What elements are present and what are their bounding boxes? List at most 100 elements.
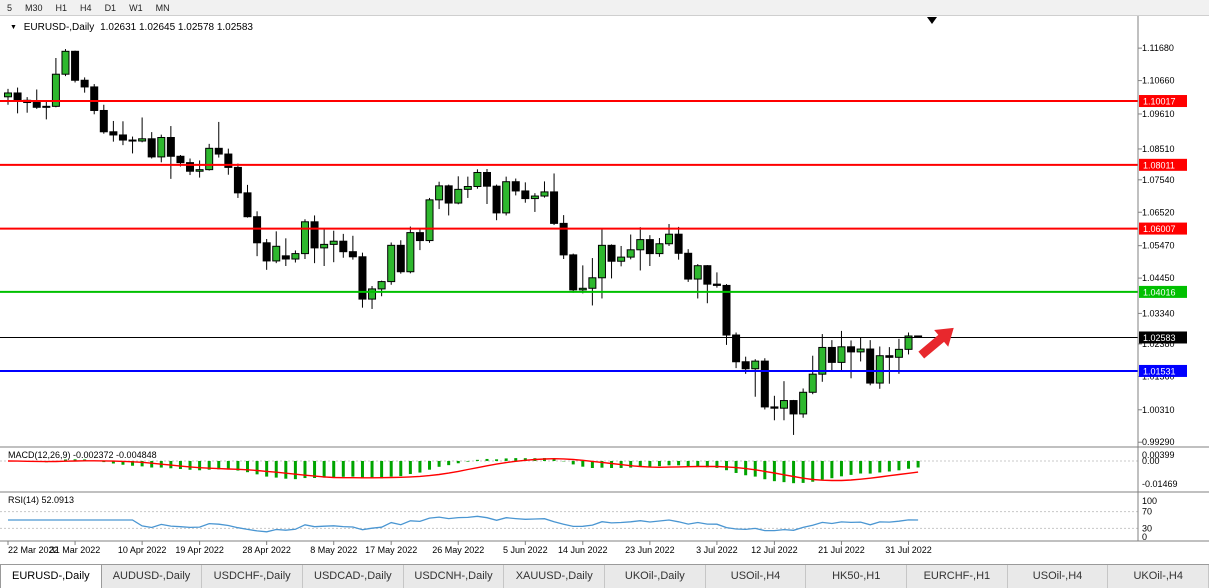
candle-bull (578, 287, 587, 291)
symbol-tab-ukoil-daily[interactable]: UKOil-,Daily (605, 565, 706, 588)
candle-bear (492, 185, 501, 214)
candle-bull (195, 169, 204, 172)
symbol-tab-xauusd-daily[interactable]: XAUUSD-,Daily (504, 565, 606, 588)
candle-bear (339, 240, 348, 253)
candle-bull (4, 92, 12, 98)
candle-bear (760, 360, 769, 408)
candle-bull (665, 233, 674, 245)
symbol-tab-audusd-daily[interactable]: AUDUSD-,Daily (102, 565, 203, 588)
candle-bull (502, 181, 511, 214)
symbol-tab-usdcnh-daily[interactable]: USDCNH-,Daily (404, 565, 505, 588)
candle-bull (808, 373, 817, 393)
symbol-tab-usdcad-daily[interactable]: USDCAD-,Daily (303, 565, 404, 588)
symbol-tab-usoil-h4[interactable]: USOil-,H4 (706, 565, 807, 588)
candle-bull (818, 346, 827, 375)
candle-bear (645, 239, 654, 255)
price-axis-label: 1.10660 (1142, 76, 1175, 86)
candle-bull (377, 281, 386, 290)
candle-bull (693, 265, 702, 280)
timeframe-button-d1[interactable]: D1 (104, 2, 117, 13)
date-axis-label: 12 Jul 2022 (751, 545, 798, 555)
candle-bear (243, 192, 252, 218)
price-badge (1139, 158, 1187, 171)
trend-arrow[interactable] (915, 321, 959, 363)
macd-axis-label: 0.00399 (1142, 450, 1175, 460)
candle-bull (856, 348, 865, 353)
candle-bull (530, 195, 539, 200)
candle-bull (617, 256, 626, 262)
candle-bull (588, 277, 597, 289)
chart-title: ▼ EURUSD-,Daily 1.02631 1.02645 1.02578 … (10, 22, 256, 33)
symbol-tabbar: EURUSD-,Daily AUDUSD-,Daily USDCHF-,Daily U… (0, 564, 1209, 588)
price-badge (1139, 331, 1187, 344)
price-axis-label: 1.05470 (1142, 241, 1175, 251)
candle-bear (224, 153, 233, 168)
candle-bear (712, 283, 721, 286)
candle-bear (348, 251, 357, 258)
date-axis-label: 23 Jun 2022 (625, 545, 675, 555)
candle-bull (329, 240, 338, 245)
candle-bull (42, 105, 51, 108)
symbol-tab-usdchf-daily[interactable]: USDCHF-,Daily (202, 565, 304, 588)
price-axis-label: 1.04450 (1142, 273, 1175, 283)
candle-bear (90, 86, 99, 111)
symbol-tab-ukoil-h4[interactable]: UKOil-,H4 (1108, 565, 1209, 588)
date-axis-label: 10 Apr 2022 (118, 545, 167, 555)
candle-bull (655, 243, 664, 255)
rsi-indicator-label: RSI(14) 52.0913 (8, 495, 75, 505)
date-axis-label: 8 May 2022 (310, 545, 357, 555)
price-axis-label: 1.02380 (1142, 339, 1175, 349)
date-axis-label: 31 Mar 2022 (50, 545, 101, 555)
candle-bear (770, 406, 779, 409)
candle-bear (310, 221, 319, 249)
timeframe-button-w1[interactable]: W1 (129, 2, 143, 13)
date-axis-label: 31 Jul 2022 (885, 545, 932, 555)
candle-bull (387, 244, 396, 283)
candle-bull (875, 355, 884, 384)
symbol-tab-hk50-h1[interactable]: HK50-,H1 (806, 565, 908, 588)
price-badge-label: 1.08011 (1143, 160, 1175, 170)
candle-bear (358, 256, 367, 300)
timeframe-button-h1[interactable]: H1 (55, 2, 68, 13)
timeframe-toolbar: 5 M30 H1 H4 D1 W1 MN (0, 0, 1209, 16)
candle-bear (789, 400, 798, 415)
candle-bull (597, 244, 606, 279)
timeframe-button-5[interactable]: 5 (7, 2, 13, 13)
macd-axis-label: -0.01469 (1142, 479, 1178, 489)
candle-bear (684, 252, 693, 280)
candle-bear (559, 222, 568, 256)
timeframe-button-m30[interactable]: M30 (25, 2, 43, 13)
candle-bear (732, 334, 741, 363)
symbol-tab-usoil-h4[interactable]: USOil-,H4 (1008, 565, 1109, 588)
candle-bear (521, 190, 530, 200)
symbol-tab-eurusd-daily[interactable]: EURUSD-,Daily (0, 565, 102, 588)
rsi-axis-label: 30 (1142, 523, 1152, 533)
price-badge-label: 1.01531 (1143, 366, 1176, 376)
timeframe-button-mn[interactable]: MN (155, 2, 170, 13)
candle-bull (626, 249, 635, 258)
candle-bull (205, 147, 214, 171)
date-axis-label: 21 Jul 2022 (818, 545, 865, 555)
symbol-tab-eurchf-h1[interactable]: EURCHF-,H1 (907, 565, 1008, 588)
candle-bull (454, 188, 463, 204)
candle-bull (51, 73, 60, 107)
price-axis-label: 1.07540 (1142, 175, 1175, 185)
candle-bear (722, 284, 731, 336)
price-badge-label: 1.06007 (1143, 224, 1176, 234)
price-axis-label: 1.00310 (1142, 405, 1175, 415)
price-axis-label: 1.08510 (1142, 144, 1175, 154)
timeframe-button-h4[interactable]: H4 (80, 2, 92, 13)
candle-bear (569, 254, 578, 291)
candle-bear (13, 92, 22, 101)
candle-bear (674, 233, 683, 254)
candle-bull (799, 391, 808, 415)
candle-bull (751, 360, 760, 370)
dropdown-triangle-icon: ▼ (10, 24, 17, 31)
price-axis-label: 1.11680 (1142, 43, 1174, 53)
chart-shift-marker (927, 17, 937, 24)
candle-bear (147, 138, 156, 158)
